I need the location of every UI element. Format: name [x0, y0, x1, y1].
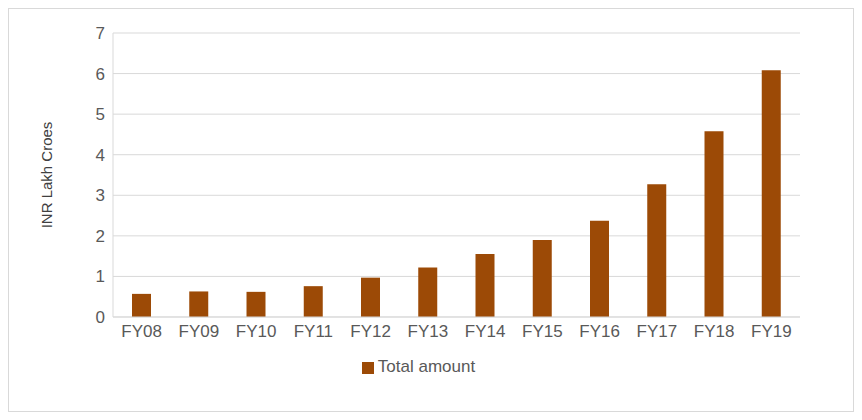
svg-text:6: 6: [96, 65, 105, 84]
svg-text:FY16: FY16: [579, 322, 620, 341]
svg-text:3: 3: [96, 186, 105, 205]
svg-text:2: 2: [96, 227, 105, 246]
svg-text:FY09: FY09: [179, 322, 220, 341]
svg-text:INR Lakh Croes: INR Lakh Croes: [38, 122, 55, 229]
svg-text:FY11: FY11: [294, 322, 333, 341]
html-text:Total amount: Total amount: [377, 357, 476, 376]
svg-text:FY12: FY12: [350, 322, 391, 341]
svg-text:FY19: FY19: [751, 322, 792, 341]
svg-text:0: 0: [96, 308, 105, 327]
svg-text:5: 5: [96, 105, 105, 124]
svg-text:FY15: FY15: [522, 322, 563, 341]
svg-text:FY10: FY10: [236, 322, 277, 341]
svg-text:4: 4: [96, 146, 105, 165]
svg-text:FY17: FY17: [637, 322, 678, 341]
svg-text:FY13: FY13: [408, 322, 449, 341]
svg-text:7: 7: [96, 24, 105, 43]
svg-text:FY14: FY14: [465, 322, 506, 341]
svg-text:FY18: FY18: [694, 322, 735, 341]
svg-text:FY08: FY08: [121, 322, 162, 341]
svg-text:1: 1: [96, 267, 105, 286]
